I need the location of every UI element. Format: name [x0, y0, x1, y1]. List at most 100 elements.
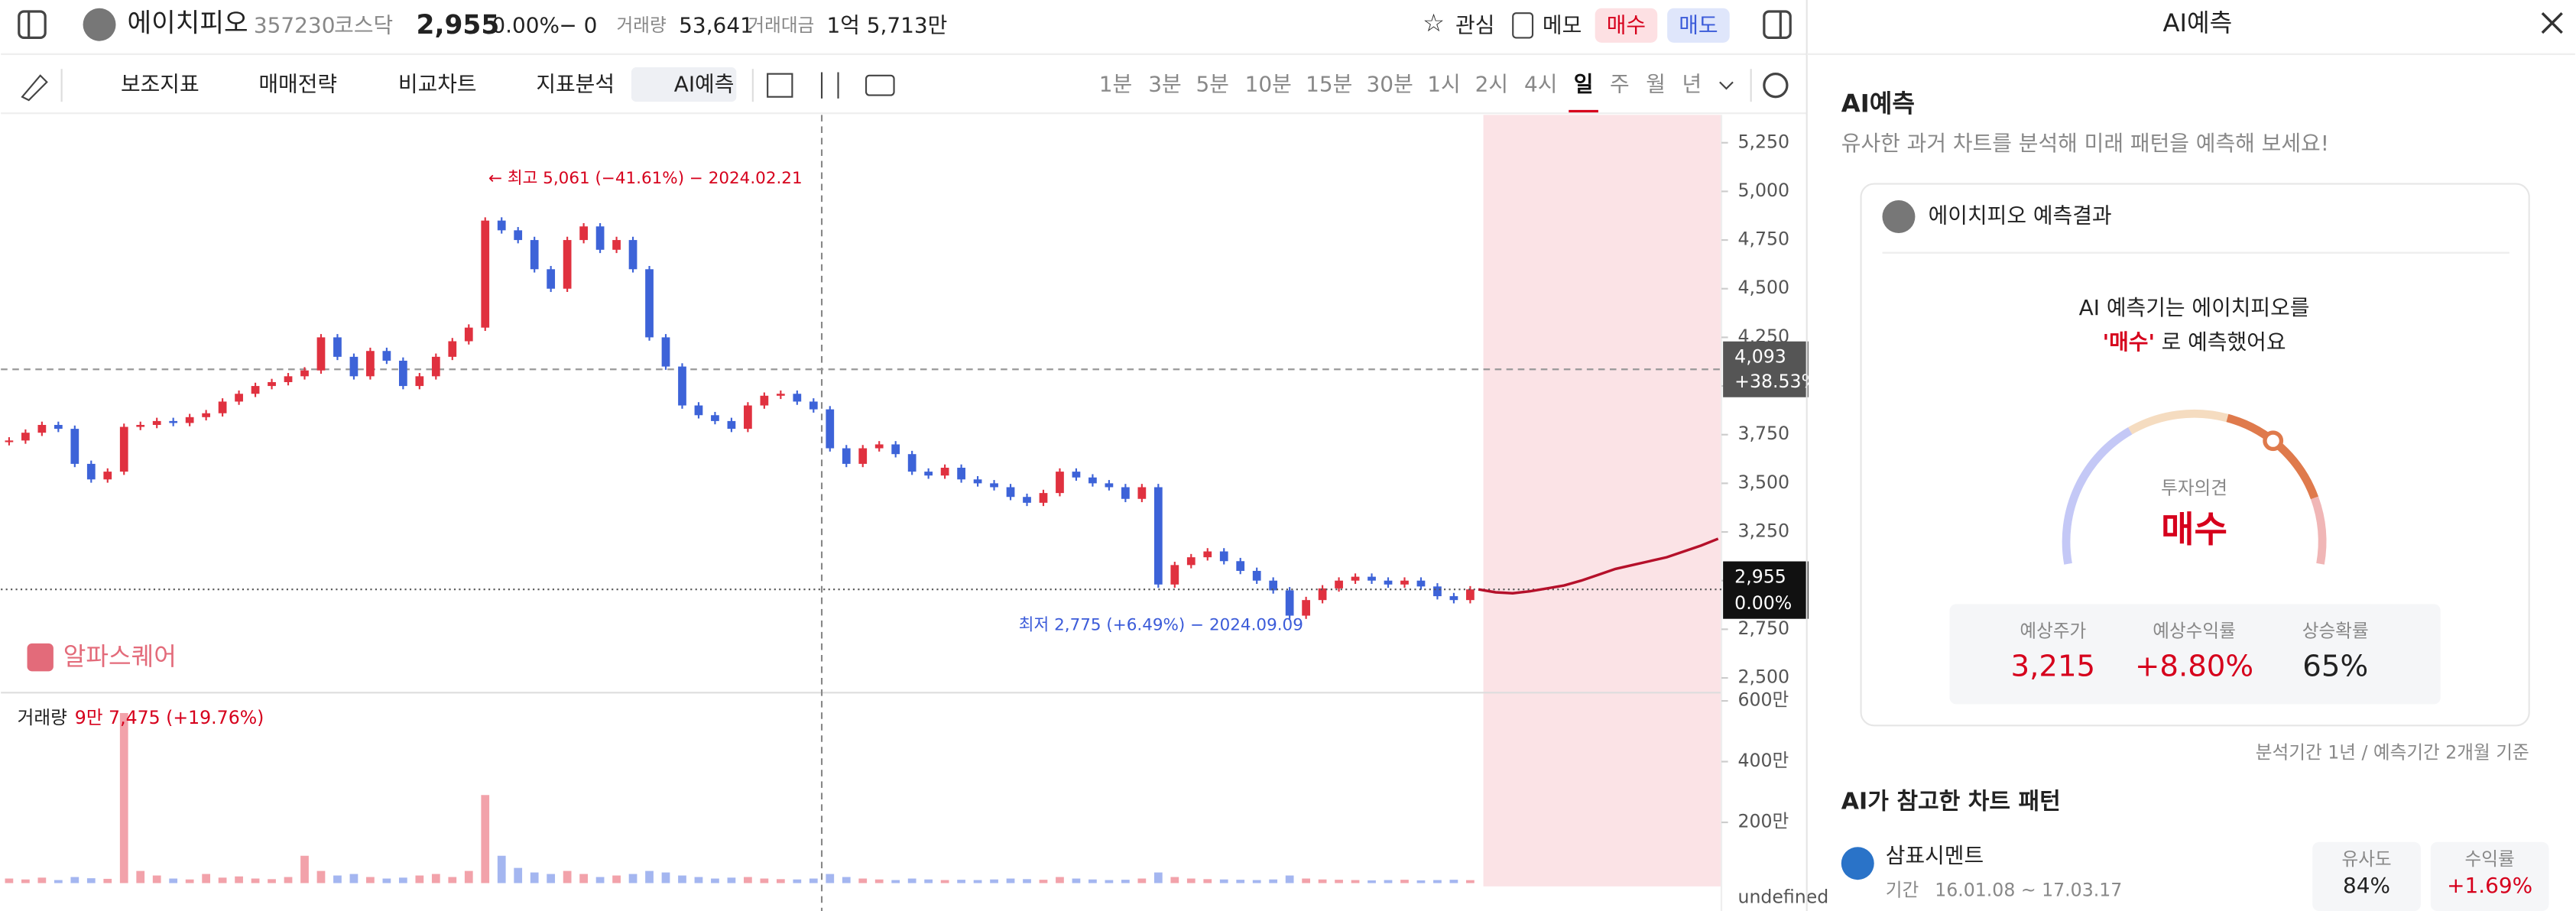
candle [957, 468, 965, 480]
close-button[interactable] [2541, 11, 2563, 34]
volume-bar [103, 878, 112, 883]
timeframe[interactable]: 15분 [1306, 72, 1352, 97]
volume-bar [431, 874, 440, 883]
candle [842, 448, 851, 464]
panel-toggle[interactable] [1763, 10, 1792, 40]
candle-icon[interactable] [820, 72, 839, 99]
y-tick-label: 4,500 [1737, 277, 1789, 298]
candle [973, 479, 982, 484]
timeframe[interactable]: 30분 [1367, 72, 1413, 97]
buy-button[interactable]: 매수 [1607, 12, 1646, 37]
volume-bar [1219, 879, 1228, 883]
change-pct: 0.00% [492, 12, 560, 37]
volume-bar [1433, 880, 1442, 883]
volume-bar [1203, 879, 1212, 883]
candle [415, 376, 424, 387]
tool-button[interactable]: AI예측 [674, 72, 735, 97]
stat-label: 예상주가 [2020, 620, 2086, 641]
volume-bar [563, 870, 572, 883]
y-tick-label: 3,500 [1737, 472, 1789, 493]
watch-button[interactable]: 관심 [1455, 12, 1494, 37]
volume-bar [694, 877, 703, 883]
sell-button[interactable]: 매도 [1679, 12, 1718, 37]
volume-bar [842, 877, 851, 883]
timeframe[interactable]: 일 [1574, 72, 1594, 97]
timeframe[interactable]: 월 [1646, 72, 1666, 97]
buy-bg[interactable] [1595, 8, 1658, 43]
tool-button[interactable]: 지표분석 [536, 72, 615, 97]
candle [563, 240, 572, 289]
timeframe[interactable]: 3분 [1148, 72, 1181, 97]
candle [464, 327, 473, 342]
timeframe[interactable]: 1시 [1427, 72, 1460, 97]
candle [1121, 487, 1130, 499]
draw-icon[interactable] [21, 74, 48, 102]
candle [398, 360, 407, 387]
memo-button[interactable]: 메모 [1543, 12, 1582, 37]
tool-button[interactable]: 보조지표 [121, 72, 200, 97]
timeframe[interactable]: 10분 [1245, 72, 1292, 97]
volume-bar [1072, 878, 1081, 883]
gauge-arc [2128, 409, 2229, 435]
candle [1335, 580, 1343, 588]
volume-bar [251, 878, 260, 883]
current-box [1723, 561, 1809, 619]
candle [1318, 588, 1327, 601]
timeframe[interactable]: 2시 [1475, 72, 1508, 97]
tool-button[interactable]: 매매전략 [258, 72, 337, 97]
volume-bar [678, 875, 686, 883]
sidebar-toggle[interactable] [18, 10, 47, 40]
amount: 1억 5,713만 [826, 12, 947, 37]
candle [628, 240, 638, 270]
pattern-name[interactable]: 삼표시멘트 [1886, 843, 1984, 868]
settings-icon[interactable] [1763, 73, 1789, 99]
low-annotation: 최저 2,775 (+6.49%) − 2024.09.09 [1019, 615, 1303, 634]
candle [1269, 580, 1278, 591]
dropdown[interactable] [1719, 81, 1734, 90]
pattern-logo [1841, 847, 1874, 880]
volume-bar [907, 878, 917, 883]
return-label: 수익률 [2465, 848, 2515, 870]
rect-icon[interactable] [767, 73, 793, 98]
volume-bar [1335, 880, 1343, 883]
candle [1351, 576, 1360, 581]
description: 유사한 과거 차트를 분석해 미래 패턴을 예측해 보세요! [1841, 131, 2329, 156]
timeframe[interactable]: 4시 [1524, 72, 1557, 97]
timeframe[interactable]: 5분 [1196, 72, 1228, 97]
candle [694, 405, 703, 416]
candle [1285, 590, 1294, 616]
candle [530, 240, 539, 270]
candle [382, 351, 391, 361]
y-tick-label: 5,250 [1737, 131, 1789, 152]
gauge-marker [2263, 430, 2284, 452]
timeframe[interactable]: 주 [1610, 72, 1630, 97]
candle [349, 356, 358, 377]
candle [1384, 580, 1393, 585]
volume-bar [793, 879, 802, 883]
footnote: 분석기간 1년 / 예측기간 2개월 기준 [2256, 741, 2529, 763]
volume-bar [776, 879, 785, 883]
opinion: 매수 [2161, 509, 2227, 551]
candle [251, 386, 260, 394]
tool-button[interactable]: 비교차트 [398, 72, 477, 97]
y-tick-label: 4,750 [1737, 229, 1789, 250]
timeframe[interactable]: 년 [1682, 72, 1702, 97]
volume-bar [448, 877, 457, 883]
camera-icon[interactable] [865, 74, 895, 96]
volume-bar [858, 878, 868, 883]
volume-bar [826, 874, 835, 883]
timeframe[interactable]: 1분 [1099, 72, 1132, 97]
candle [103, 472, 112, 480]
volume-bar [268, 879, 276, 883]
stat-value: +8.80% [2135, 650, 2253, 684]
candle [54, 424, 63, 430]
candle [268, 381, 276, 387]
candle [169, 420, 178, 423]
candle [333, 337, 342, 357]
volume-bar [1302, 878, 1310, 883]
y-tick-label: 5,000 [1737, 180, 1789, 201]
volume-bar [514, 867, 523, 883]
stat-value: 3,215 [2011, 650, 2096, 684]
sell-bg[interactable] [1667, 8, 1730, 43]
